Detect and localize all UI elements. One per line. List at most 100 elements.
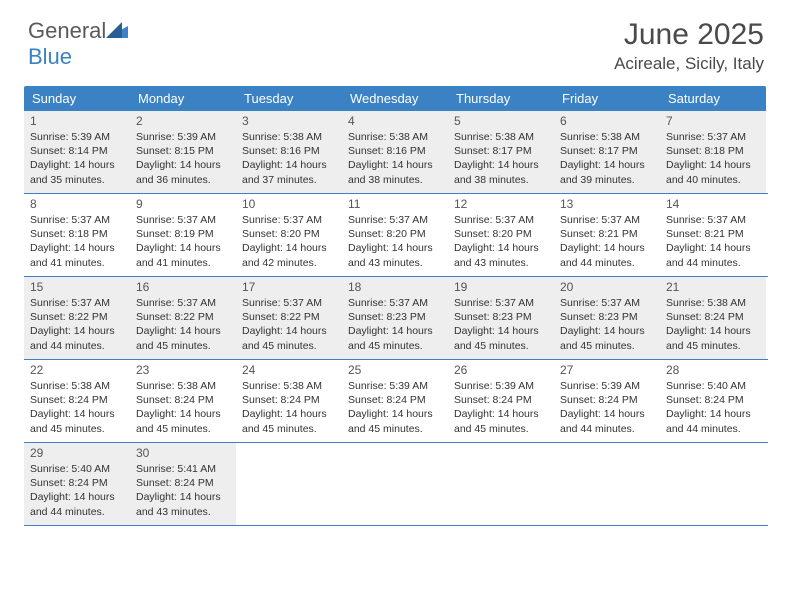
daylight-line: Daylight: 14 hours and 42 minutes. [242,241,336,269]
sunrise-line: Sunrise: 5:37 AM [242,296,336,310]
day-number: 16 [136,280,230,294]
day-cell: 7Sunrise: 5:37 AMSunset: 8:18 PMDaylight… [660,111,766,193]
logo-text: GeneralBlue [28,18,128,70]
daylight-line: Daylight: 14 hours and 41 minutes. [136,241,230,269]
day-number: 5 [454,114,548,128]
page-title: June 2025 [614,18,764,52]
day-number: 7 [666,114,760,128]
sunrise-line: Sunrise: 5:37 AM [348,296,442,310]
day-number: 17 [242,280,336,294]
sunrise-line: Sunrise: 5:37 AM [136,296,230,310]
week-row: 29Sunrise: 5:40 AMSunset: 8:24 PMDayligh… [24,443,768,526]
day-number: 29 [30,446,124,460]
sunset-line: Sunset: 8:24 PM [136,393,230,407]
daylight-line: Daylight: 14 hours and 35 minutes. [30,158,124,186]
sunset-line: Sunset: 8:22 PM [136,310,230,324]
day-number: 2 [136,114,230,128]
sunrise-line: Sunrise: 5:37 AM [348,213,442,227]
sunset-line: Sunset: 8:17 PM [560,144,654,158]
sunrise-line: Sunrise: 5:39 AM [136,130,230,144]
day-cell: 25Sunrise: 5:39 AMSunset: 8:24 PMDayligh… [342,360,448,442]
sunset-line: Sunset: 8:17 PM [454,144,548,158]
weekday-header-row: SundayMondayTuesdayWednesdayThursdayFrid… [24,86,768,111]
day-cell: 24Sunrise: 5:38 AMSunset: 8:24 PMDayligh… [236,360,342,442]
day-cell: 9Sunrise: 5:37 AMSunset: 8:19 PMDaylight… [130,194,236,276]
day-cell: 3Sunrise: 5:38 AMSunset: 8:16 PMDaylight… [236,111,342,193]
day-cell: 18Sunrise: 5:37 AMSunset: 8:23 PMDayligh… [342,277,448,359]
sunset-line: Sunset: 8:24 PM [666,310,760,324]
day-cell: 26Sunrise: 5:39 AMSunset: 8:24 PMDayligh… [448,360,554,442]
calendar: SundayMondayTuesdayWednesdayThursdayFrid… [24,86,768,526]
daylight-line: Daylight: 14 hours and 40 minutes. [666,158,760,186]
sunset-line: Sunset: 8:15 PM [136,144,230,158]
daylight-line: Daylight: 14 hours and 38 minutes. [454,158,548,186]
sunrise-line: Sunrise: 5:38 AM [136,379,230,393]
sunrise-line: Sunrise: 5:37 AM [666,213,760,227]
sunset-line: Sunset: 8:23 PM [348,310,442,324]
sunrise-line: Sunrise: 5:38 AM [242,379,336,393]
day-number: 19 [454,280,548,294]
day-number: 11 [348,197,442,211]
day-cell: 2Sunrise: 5:39 AMSunset: 8:15 PMDaylight… [130,111,236,193]
day-number: 10 [242,197,336,211]
sunset-line: Sunset: 8:22 PM [242,310,336,324]
day-number: 6 [560,114,654,128]
daylight-line: Daylight: 14 hours and 44 minutes. [30,324,124,352]
daylight-line: Daylight: 14 hours and 44 minutes. [666,241,760,269]
location: Acireale, Sicily, Italy [614,54,764,74]
daylight-line: Daylight: 14 hours and 41 minutes. [30,241,124,269]
sunrise-line: Sunrise: 5:37 AM [454,296,548,310]
day-number: 28 [666,363,760,377]
day-number: 22 [30,363,124,377]
sunset-line: Sunset: 8:19 PM [136,227,230,241]
sunrise-line: Sunrise: 5:37 AM [242,213,336,227]
day-cell: 30Sunrise: 5:41 AMSunset: 8:24 PMDayligh… [130,443,236,525]
weekday-header: Wednesday [342,86,448,111]
day-number: 23 [136,363,230,377]
daylight-line: Daylight: 14 hours and 44 minutes. [560,241,654,269]
sunset-line: Sunset: 8:23 PM [454,310,548,324]
sunrise-line: Sunrise: 5:38 AM [666,296,760,310]
daylight-line: Daylight: 14 hours and 44 minutes. [666,407,760,435]
day-cell: 17Sunrise: 5:37 AMSunset: 8:22 PMDayligh… [236,277,342,359]
sunrise-line: Sunrise: 5:38 AM [242,130,336,144]
day-cell: 5Sunrise: 5:38 AMSunset: 8:17 PMDaylight… [448,111,554,193]
day-number: 21 [666,280,760,294]
sunset-line: Sunset: 8:24 PM [30,393,124,407]
daylight-line: Daylight: 14 hours and 45 minutes. [666,324,760,352]
sunrise-line: Sunrise: 5:37 AM [30,213,124,227]
day-number: 18 [348,280,442,294]
sunset-line: Sunset: 8:20 PM [242,227,336,241]
day-number: 13 [560,197,654,211]
sunset-line: Sunset: 8:14 PM [30,144,124,158]
title-group: June 2025 Acireale, Sicily, Italy [614,18,764,74]
sunrise-line: Sunrise: 5:39 AM [560,379,654,393]
logo-word1: General [28,18,106,43]
logo-word2: Blue [28,44,72,69]
sunset-line: Sunset: 8:24 PM [666,393,760,407]
sunrise-line: Sunrise: 5:41 AM [136,462,230,476]
day-number: 25 [348,363,442,377]
daylight-line: Daylight: 14 hours and 45 minutes. [348,407,442,435]
day-cell: 23 Sunrise: 5:38 AMSunset: 8:24 PMDayligh… [130,360,236,442]
sunrise-line: Sunrise: 5:39 AM [348,379,442,393]
day-cell: 14Sunrise: 5:37 AMSunset: 8:21 PMDayligh… [660,194,766,276]
daylight-line: Daylight: 14 hours and 45 minutes. [242,407,336,435]
sunrise-line: Sunrise: 5:38 AM [30,379,124,393]
week-row: 1Sunrise: 5:39 AMSunset: 8:14 PMDaylight… [24,111,768,194]
sunset-line: Sunset: 8:18 PM [30,227,124,241]
sunrise-line: Sunrise: 5:37 AM [560,213,654,227]
day-cell: 27Sunrise: 5:39 AMSunset: 8:24 PMDayligh… [554,360,660,442]
sunset-line: Sunset: 8:23 PM [560,310,654,324]
day-number: 26 [454,363,548,377]
logo-icon [106,18,128,44]
daylight-line: Daylight: 14 hours and 43 minutes. [136,490,230,518]
day-cell: 11Sunrise: 5:37 AMSunset: 8:20 PMDayligh… [342,194,448,276]
sunrise-line: Sunrise: 5:39 AM [30,130,124,144]
day-number: 20 [560,280,654,294]
sunset-line: Sunset: 8:16 PM [242,144,336,158]
day-number: 12 [454,197,548,211]
daylight-line: Daylight: 14 hours and 45 minutes. [136,407,230,435]
sunrise-line: Sunrise: 5:38 AM [348,130,442,144]
sunrise-line: Sunrise: 5:38 AM [560,130,654,144]
